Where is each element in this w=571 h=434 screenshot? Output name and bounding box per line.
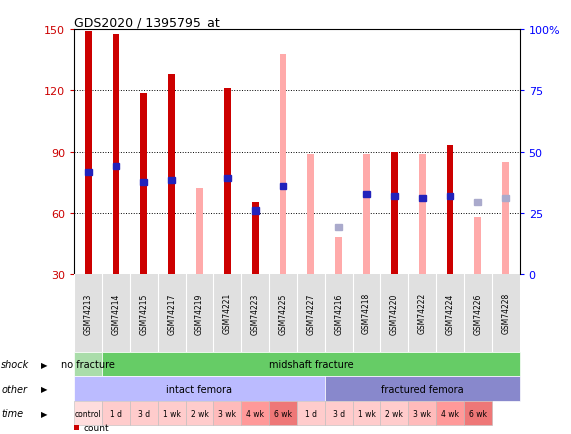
Text: GDS2020 / 1395795_at: GDS2020 / 1395795_at: [74, 16, 220, 29]
Bar: [447, 146, 453, 274]
Bar: [380, 401, 408, 425]
Bar: [297, 401, 325, 425]
Bar: [196, 189, 203, 274]
Bar: [214, 401, 241, 425]
Bar: [241, 401, 269, 425]
Text: ▶: ▶: [41, 384, 47, 393]
Text: GSM74222: GSM74222: [417, 293, 427, 334]
Text: GSM74223: GSM74223: [251, 293, 260, 334]
Bar: [419, 196, 425, 202]
Bar: [102, 401, 130, 425]
Bar: [502, 162, 509, 274]
Text: shock: shock: [1, 359, 29, 369]
Bar: [130, 401, 158, 425]
Text: 3 d: 3 d: [138, 409, 150, 418]
Text: GSM74220: GSM74220: [390, 293, 399, 334]
Text: GSM74215: GSM74215: [139, 293, 148, 334]
Bar: [74, 377, 325, 401]
Text: midshaft fracture: midshaft fracture: [268, 359, 353, 369]
Text: 2 wk: 2 wk: [191, 409, 208, 418]
Bar: [447, 194, 453, 200]
Bar: [475, 200, 481, 206]
Bar: [363, 154, 370, 274]
Bar: [502, 196, 509, 202]
Text: ▶: ▶: [41, 360, 47, 369]
Bar: [112, 163, 119, 169]
Text: ▶: ▶: [41, 409, 47, 418]
Bar: [325, 377, 520, 401]
Text: GSM74219: GSM74219: [195, 293, 204, 334]
Text: 4 wk: 4 wk: [246, 409, 264, 418]
Bar: [475, 217, 481, 274]
Text: GSM74217: GSM74217: [167, 293, 176, 334]
Text: GSM74216: GSM74216: [334, 293, 343, 334]
Bar: [140, 180, 147, 186]
Bar: [85, 169, 91, 175]
Bar: [436, 401, 464, 425]
Bar: [85, 33, 91, 274]
Text: 4 wk: 4 wk: [441, 409, 459, 418]
Text: fractured femora: fractured femora: [381, 384, 464, 394]
Bar: [325, 401, 353, 425]
Text: time: time: [1, 408, 23, 418]
Text: GSM74213: GSM74213: [83, 293, 93, 334]
Text: intact femora: intact femora: [167, 384, 232, 394]
Text: control: control: [75, 409, 102, 418]
Text: 3 d: 3 d: [333, 409, 345, 418]
Bar: [252, 208, 259, 214]
Text: GSM74225: GSM74225: [279, 293, 288, 334]
Bar: [391, 152, 398, 274]
Bar: [140, 93, 147, 274]
Text: 3 wk: 3 wk: [218, 409, 236, 418]
Bar: [280, 184, 287, 190]
Bar: [158, 401, 186, 425]
Bar: [363, 192, 370, 198]
Text: 1 d: 1 d: [110, 409, 122, 418]
Text: 2 wk: 2 wk: [385, 409, 403, 418]
Bar: [74, 352, 102, 377]
Bar: [168, 75, 175, 274]
Text: other: other: [1, 384, 27, 394]
Bar: [419, 154, 425, 274]
Text: GSM74214: GSM74214: [111, 293, 120, 334]
Text: GSM74218: GSM74218: [362, 293, 371, 334]
Bar: [335, 224, 342, 230]
Bar: [352, 401, 380, 425]
Bar: [335, 237, 342, 274]
Bar: [408, 401, 436, 425]
Text: GSM74228: GSM74228: [501, 293, 510, 334]
Text: 1 d: 1 d: [305, 409, 317, 418]
Text: 6 wk: 6 wk: [274, 409, 292, 418]
Text: GSM74227: GSM74227: [306, 293, 315, 334]
Bar: [112, 34, 119, 274]
Bar: [391, 194, 398, 200]
Text: no fracture: no fracture: [61, 359, 115, 369]
Text: 3 wk: 3 wk: [413, 409, 431, 418]
Text: GSM74221: GSM74221: [223, 293, 232, 334]
Text: 1 wk: 1 wk: [357, 409, 376, 418]
Text: 6 wk: 6 wk: [469, 409, 487, 418]
Bar: [224, 89, 231, 274]
Bar: [280, 55, 287, 274]
Bar: [464, 401, 492, 425]
Bar: [269, 401, 297, 425]
Bar: [168, 178, 175, 184]
Bar: [224, 175, 231, 181]
Bar: [186, 401, 214, 425]
Text: count: count: [84, 423, 110, 432]
Text: GSM74224: GSM74224: [445, 293, 455, 334]
Bar: [74, 401, 102, 425]
Text: GSM74226: GSM74226: [473, 293, 482, 334]
Bar: [307, 154, 314, 274]
Text: 1 wk: 1 wk: [163, 409, 180, 418]
Bar: [252, 203, 259, 274]
